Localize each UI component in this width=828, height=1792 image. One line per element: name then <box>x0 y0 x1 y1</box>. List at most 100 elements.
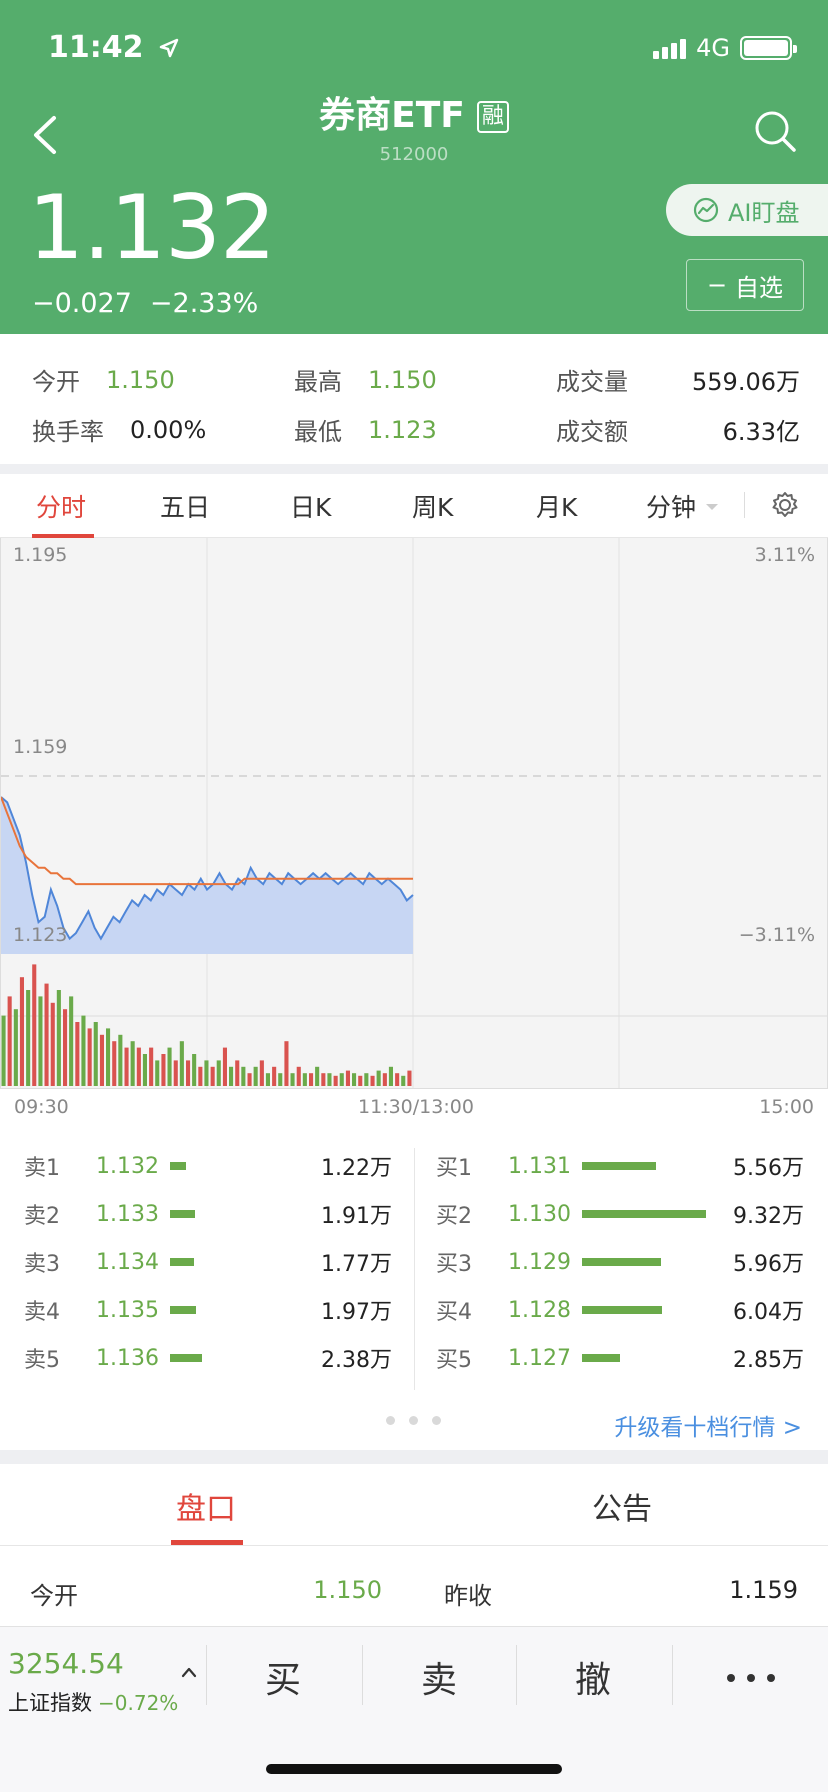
volume-bar <box>149 1048 153 1086</box>
volume-bar <box>371 1076 375 1086</box>
level-label: 买3 <box>436 1246 508 1278</box>
volume-bar <box>38 996 42 1086</box>
tab-daily-k[interactable]: 日K <box>290 488 331 524</box>
remove-watchlist-button[interactable]: − 自选 <box>686 259 804 311</box>
volume-bar <box>106 1028 110 1086</box>
bar-separator <box>206 1645 207 1705</box>
index-info[interactable]: 上证指数 −0.72% <box>8 1687 178 1717</box>
level-price: 1.128 <box>508 1298 578 1323</box>
tab-five-day[interactable]: 五日 <box>160 488 210 524</box>
volume-bar <box>26 990 30 1086</box>
volume-bar <box>88 1028 92 1086</box>
order-level[interactable]: 卖4 1.135 1.97万 <box>24 1290 392 1330</box>
bar-separator <box>516 1645 517 1705</box>
detail-prev-close-label: 昨收 <box>444 1576 492 1611</box>
tab-minute[interactable]: 分钟 <box>646 488 720 524</box>
stats-panel: 今开 1.150 最高 1.150 成交量 559.06万 换手率 0.00% 最低 1.… <box>0 334 828 464</box>
index-price[interactable]: 3254.54 <box>8 1647 124 1680</box>
volume-bar <box>204 1060 208 1086</box>
y-top-label: 1.195 <box>13 544 67 566</box>
gear-icon[interactable] <box>770 490 800 520</box>
volume-bar <box>254 1067 258 1086</box>
volume-bar <box>383 1073 387 1086</box>
stat-value: 559.06万 <box>692 362 800 397</box>
level-price: 1.135 <box>96 1298 166 1323</box>
security-name: 券商ETF <box>319 95 465 136</box>
cancel-order-button[interactable]: 撤 <box>518 1651 668 1703</box>
status-indicators: 4G <box>653 34 792 62</box>
search-icon[interactable] <box>752 108 798 154</box>
volume-bar <box>241 1067 245 1086</box>
level-price: 1.134 <box>96 1250 166 1275</box>
home-indicator[interactable] <box>266 1764 562 1774</box>
bar-separator <box>672 1645 673 1705</box>
level-price: 1.133 <box>96 1202 166 1227</box>
stat-label: 成交量 <box>556 362 628 397</box>
stat-label: 成交额 <box>556 412 628 447</box>
tab-monthly-k[interactable]: 月K <box>536 488 577 524</box>
order-level[interactable]: 买3 1.129 5.96万 <box>436 1242 804 1282</box>
page-indicator <box>386 1416 441 1425</box>
stat-open: 今开 1.150 <box>32 362 175 397</box>
section-divider <box>0 464 828 474</box>
volume-bar <box>51 1003 55 1086</box>
order-level[interactable]: 卖2 1.133 1.91万 <box>24 1194 392 1234</box>
chevron-up-icon[interactable] <box>180 1665 198 1679</box>
order-level[interactable]: 卖1 1.132 1.22万 <box>24 1146 392 1186</box>
level-volume: 1.97万 <box>321 1294 392 1326</box>
intraday-chart[interactable]: 1.195 1.159 1.123 3.11% −3.11% <box>0 538 828 1126</box>
active-subtab-indicator <box>171 1540 243 1545</box>
order-level[interactable]: 卖3 1.134 1.77万 <box>24 1242 392 1282</box>
sell-button[interactable]: 卖 <box>364 1651 514 1703</box>
volume-bar <box>407 1071 411 1086</box>
volume-bar <box>174 1060 178 1086</box>
level-volume-bar <box>582 1306 662 1314</box>
margin-badge: 融 <box>477 101 509 133</box>
volume-bar <box>364 1073 368 1086</box>
volume-bar <box>14 1009 18 1086</box>
upgrade-ten-level-link[interactable]: 升级看十档行情 > <box>614 1408 802 1442</box>
signal-icon <box>653 37 686 59</box>
chart-canvas <box>1 538 827 1088</box>
volume-bar <box>8 996 12 1086</box>
volume-bar <box>377 1071 381 1086</box>
buy-button[interactable]: 买 <box>208 1651 358 1703</box>
volume-bar <box>161 1054 165 1086</box>
order-level[interactable]: 买4 1.128 6.04万 <box>436 1290 804 1330</box>
change-value: −0.027 <box>32 288 132 319</box>
stat-label: 今开 <box>32 362 80 397</box>
ai-chart-icon <box>692 196 720 224</box>
volume-bar <box>211 1067 215 1086</box>
tab-handicap[interactable]: 盘口 <box>176 1484 236 1528</box>
volume-bar <box>20 977 24 1086</box>
order-level[interactable]: 买1 1.131 5.56万 <box>436 1146 804 1186</box>
level-volume-bar <box>582 1162 656 1170</box>
order-level[interactable]: 买5 1.127 2.85万 <box>436 1338 804 1378</box>
status-time: 11:42 <box>48 30 180 65</box>
volume-bar <box>155 1060 159 1086</box>
order-level[interactable]: 卖5 1.136 2.38万 <box>24 1338 392 1378</box>
tab-announcements[interactable]: 公告 <box>592 1484 652 1528</box>
volume-bar <box>327 1073 331 1086</box>
stat-high: 最高 1.150 <box>294 362 437 397</box>
tab-weekly-k[interactable]: 周K <box>412 488 453 524</box>
order-level[interactable]: 买2 1.130 9.32万 <box>436 1194 804 1234</box>
y-mid-label: 1.159 <box>13 736 67 758</box>
tab-intraday[interactable]: 分时 <box>36 488 86 524</box>
level-label: 买5 <box>436 1342 508 1374</box>
more-icon[interactable] <box>726 1673 776 1683</box>
level-price: 1.136 <box>96 1346 166 1371</box>
security-code: 512000 <box>0 144 828 165</box>
detail-open-label: 今开 <box>30 1576 78 1611</box>
volume-bar <box>266 1073 270 1086</box>
x-start-label: 09:30 <box>14 1096 69 1118</box>
volume-bar <box>334 1076 338 1086</box>
volume-bar <box>278 1073 282 1086</box>
x-end-label: 15:00 <box>759 1096 814 1118</box>
volume-bar <box>235 1060 239 1086</box>
volume-bar <box>137 1048 141 1086</box>
volume-bar <box>272 1067 276 1086</box>
ai-watch-button[interactable]: AI盯盘 <box>666 184 828 236</box>
level-label: 卖2 <box>24 1198 96 1230</box>
stat-turnover: 换手率 0.00% <box>32 412 206 447</box>
